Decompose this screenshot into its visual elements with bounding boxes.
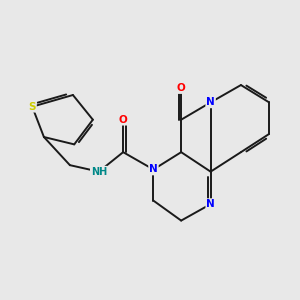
Text: O: O xyxy=(177,83,186,93)
Text: NH: NH xyxy=(91,167,107,177)
Text: N: N xyxy=(206,98,215,107)
Text: N: N xyxy=(149,164,158,175)
Text: O: O xyxy=(119,115,128,125)
Text: N: N xyxy=(206,199,215,209)
Text: S: S xyxy=(28,102,36,112)
